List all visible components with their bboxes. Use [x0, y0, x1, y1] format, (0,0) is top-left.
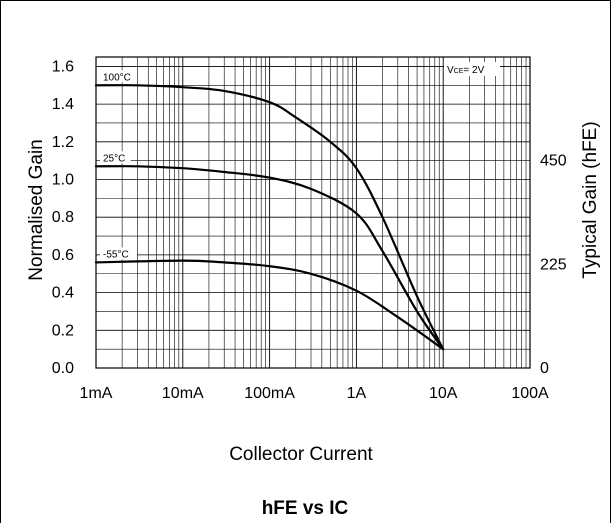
y-tick-label: 0.8	[52, 209, 74, 226]
y2-tick-label: 450	[540, 153, 567, 170]
series-line	[94, 259, 445, 351]
tick-labels: 1mA 10mA 100mA 1A 10A 100A 0.0 0.2 0.4 0.6 0.8 1.0 1…	[52, 58, 567, 402]
plot-border	[95, 56, 531, 369]
x-tick-label: 100A	[511, 385, 549, 402]
x-axis-title: Collector Current	[229, 444, 373, 465]
y2-axis-title: Typical Gain (hFE)	[580, 121, 601, 278]
series-label: 25°C	[103, 153, 125, 164]
y-tick-label: 0.4	[52, 285, 74, 302]
series-label-bg	[100, 151, 131, 164]
curves: 100°C 25°C -55°C	[94, 62, 500, 351]
y-tick-label: 1.2	[52, 134, 74, 151]
grid	[95, 56, 531, 369]
y2-tick-label: 0	[540, 360, 549, 377]
x-tick-label: 100mA	[244, 385, 295, 402]
y-tick-label: 1.4	[52, 96, 74, 113]
annotation-bg	[444, 62, 500, 76]
y-tick-label: 1.6	[52, 58, 74, 75]
series-line	[94, 84, 445, 351]
y-axis-title: Normalised Gain	[26, 139, 47, 281]
series-label-bg	[100, 247, 137, 260]
series-label-bg	[100, 70, 137, 83]
vce-annotation: VCE= 2V	[447, 65, 485, 76]
y-tick-label: 0.2	[52, 322, 74, 339]
y-tick-label: 0.6	[52, 247, 74, 264]
x-tick-label: 1mA	[80, 385, 113, 402]
x-tick-label: 10mA	[162, 385, 204, 402]
series-label: -55°C	[103, 249, 129, 260]
x-tick-label: 10A	[429, 385, 458, 402]
series-label: 100°C	[103, 72, 131, 83]
chart-title: hFE vs IC	[262, 498, 349, 519]
series-line	[94, 165, 445, 351]
y-tick-label: 1.0	[52, 172, 74, 189]
y2-tick-label: 225	[540, 256, 567, 273]
y-tick-label: 0.0	[52, 360, 74, 377]
x-tick-label: 1A	[347, 385, 367, 402]
